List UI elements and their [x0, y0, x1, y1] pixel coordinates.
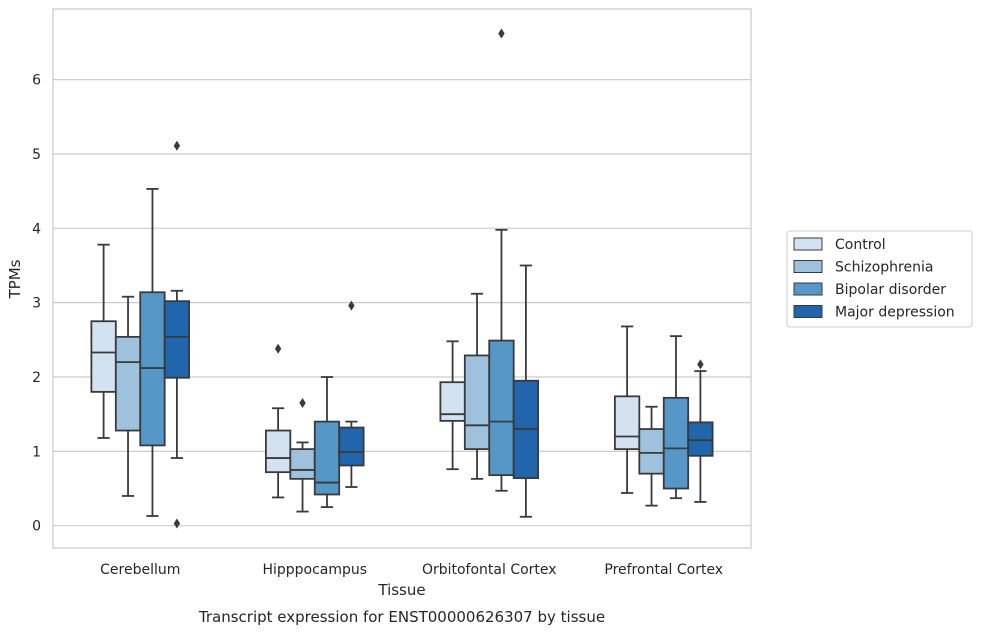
legend-swatch [793, 237, 823, 251]
legend-label: Bipolar disorder [835, 282, 946, 298]
iqr-box [264, 429, 292, 474]
box-control [90, 243, 117, 439]
iqr-box [163, 300, 191, 379]
y-axis-title: TPMs [6, 259, 24, 299]
box-major-depression [687, 359, 714, 503]
box-schizophrenia [638, 405, 665, 507]
box-control [264, 343, 292, 499]
x-tick-label: Orbitofontal Cortex [422, 562, 557, 578]
outlier-point [299, 398, 306, 409]
x-tick-label: Hipppocampus [262, 562, 367, 578]
outlier-point [348, 300, 355, 311]
outlier-point [498, 28, 505, 39]
x-tick-labels: Cerebellum Hipppocampus Orbitofontal Corte… [100, 562, 723, 578]
y-tick-label: 4 [32, 221, 41, 237]
x-axis-title: Tissue [377, 581, 425, 599]
outlier-point [173, 518, 181, 529]
box-major-depression [338, 300, 365, 488]
box-control [613, 325, 641, 494]
outlier-point [274, 343, 282, 354]
outlier-point [697, 359, 704, 370]
figure-caption: Transcript expression for ENST0000062630… [198, 608, 605, 626]
iqr-box [613, 395, 641, 451]
box-major-depression [163, 140, 191, 529]
y-tick-label: 6 [32, 73, 41, 89]
iqr-box [638, 428, 665, 475]
box-series [90, 28, 714, 529]
iqr-box [488, 339, 515, 477]
iqr-box [313, 420, 341, 496]
iqr-box [463, 354, 491, 451]
box-bipolar-disorder [313, 376, 341, 509]
y-gridlines [53, 79, 751, 527]
iqr-box [289, 448, 316, 480]
y-tick-label: 0 [32, 519, 41, 535]
plot-area [52, 8, 752, 549]
box-control [439, 340, 466, 471]
box-schizophrenia [114, 295, 142, 497]
box-bipolar-disorder [139, 188, 166, 517]
legend-swatch [793, 282, 823, 296]
box-schizophrenia [289, 398, 316, 513]
y-tick-labels: 0 1 2 3 4 5 6 [32, 73, 41, 535]
y-tick-label: 5 [32, 147, 41, 163]
box-bipolar-disorder [662, 335, 690, 500]
iqr-box [90, 320, 117, 393]
iqr-box [662, 396, 690, 490]
y-tick-label: 1 [32, 444, 41, 460]
legend: Control Schizophrenia Bipolar disorder Majo… [786, 230, 973, 328]
legend-label: Schizophrenia [835, 260, 933, 276]
box-major-depression [512, 264, 540, 518]
y-tick-label: 2 [32, 370, 41, 386]
legend-label: Control [835, 237, 886, 253]
x-tick-label: Prefrontal Cortex [604, 562, 723, 578]
x-tick-label: Cerebellum [100, 562, 180, 578]
box-bipolar-disorder [488, 28, 515, 492]
iqr-box [687, 421, 714, 457]
box-schizophrenia [463, 292, 491, 480]
legend-label: Major depression [835, 305, 955, 321]
legend-swatch [793, 305, 823, 318]
y-tick-label: 3 [32, 296, 41, 312]
legend-frame [786, 230, 973, 328]
iqr-box [114, 335, 142, 432]
legend-swatch [793, 260, 823, 273]
iqr-box [338, 426, 365, 467]
outlier-point [173, 140, 181, 151]
